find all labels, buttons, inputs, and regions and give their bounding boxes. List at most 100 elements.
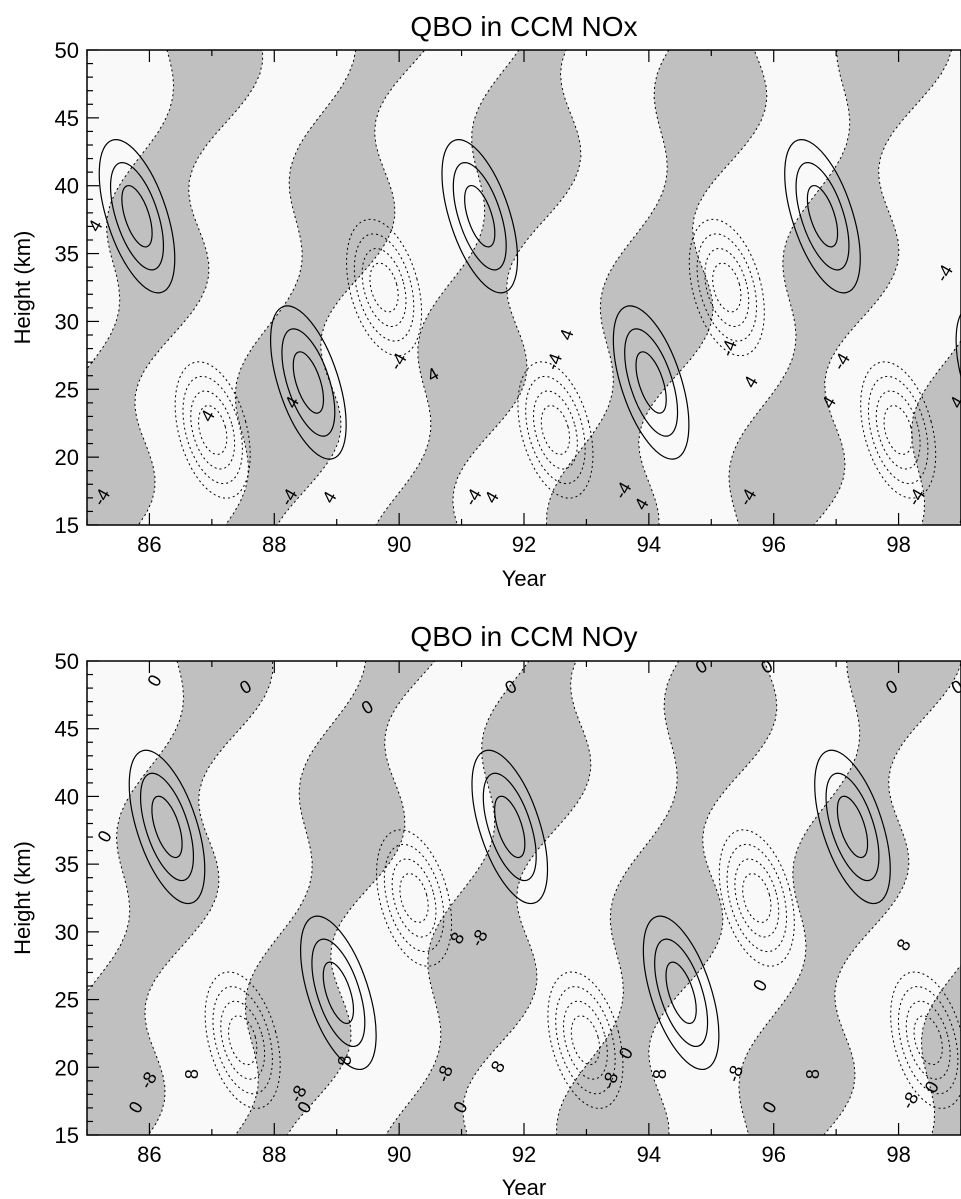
positive-contour	[642, 915, 720, 1071]
positive-contour	[635, 351, 667, 414]
negative-contour	[555, 986, 616, 1095]
negative-contour	[174, 361, 251, 499]
y-tick-label: 30	[55, 309, 79, 334]
y-tick-label: 45	[55, 717, 79, 742]
y-tick-label: 50	[55, 649, 79, 674]
x-tick-label: 86	[137, 1142, 161, 1167]
y-tick-label: 35	[55, 852, 79, 877]
positive-contour	[300, 915, 377, 1071]
positive-anomaly-band	[738, 661, 961, 1135]
positive-contour	[441, 139, 519, 294]
positive-contour	[281, 328, 336, 437]
positive-contour	[452, 161, 507, 271]
negative-contour	[533, 390, 578, 470]
negative-contour	[391, 858, 437, 938]
negative-contour	[897, 986, 959, 1095]
negative-contour	[204, 971, 281, 1109]
x-tick-label: 96	[761, 1142, 785, 1167]
negative-contour	[182, 375, 243, 485]
contour-label: -8	[723, 1063, 747, 1085]
nox-panel: 4 -4 4 -4 4 4 -4 4 -4 4 -4 4 -4 4 -4 4 -4 -4 4 -4 -4 4 86 88 90 9…	[10, 11, 961, 591]
y-tick-label: 30	[55, 920, 79, 945]
x-tick-label: 96	[761, 532, 785, 557]
negative-contour	[867, 375, 929, 485]
contour-label: 8	[182, 1069, 202, 1079]
y-tick-label: 20	[55, 445, 79, 470]
negative-contour	[704, 248, 750, 327]
negative-contour	[570, 1015, 601, 1066]
negative-contour	[369, 262, 399, 313]
x-tick-label: 90	[387, 1142, 411, 1167]
negative-contour	[540, 405, 571, 455]
x-axis-title: Year	[502, 566, 546, 591]
positive-contour	[784, 139, 861, 294]
x-tick-label: 90	[387, 532, 411, 557]
positive-contour	[471, 749, 549, 905]
positive-contour	[494, 795, 526, 859]
positive-contour	[836, 795, 869, 859]
y-tick-label: 40	[55, 174, 79, 199]
contour-label: 8	[803, 1069, 823, 1079]
y-axis-title: Height (km)	[10, 231, 35, 345]
positive-contour	[814, 749, 891, 905]
positive-contour	[151, 795, 183, 859]
y-axis-title: Height (km)	[10, 841, 35, 955]
negative-contour	[913, 1015, 943, 1066]
negative-contour	[190, 390, 236, 470]
x-tick-label: 92	[512, 1142, 536, 1167]
contour-label: 8	[335, 1056, 355, 1066]
positive-anomaly-band	[728, 50, 953, 525]
negative-contour	[688, 218, 765, 357]
x-tick-label: 94	[637, 532, 661, 557]
negative-contour	[212, 986, 273, 1095]
negative-contour	[198, 405, 228, 455]
positive-contour	[128, 749, 206, 905]
y-tick-label: 25	[55, 988, 79, 1013]
negative-contour	[346, 218, 423, 357]
y-tick-label: 40	[55, 784, 79, 809]
negative-contour	[220, 1000, 266, 1080]
y-tick-label: 15	[55, 1123, 79, 1148]
positive-contour	[121, 184, 153, 248]
y-tick-label: 45	[55, 106, 79, 131]
y-tick-label: 50	[55, 38, 79, 63]
contour-label: -8	[598, 1069, 622, 1091]
positive-anomaly-band	[545, 50, 768, 525]
negative-contour	[905, 1000, 951, 1080]
positive-anomaly-band	[385, 661, 592, 1135]
x-tick-label: 98	[886, 532, 910, 557]
positive-anomaly-band	[224, 50, 426, 525]
positive-contour	[139, 772, 195, 882]
negative-contour	[547, 971, 624, 1109]
positive-contour	[482, 772, 537, 882]
chart-title: QBO in CCM NOy	[410, 621, 637, 652]
positive-anomaly-band	[555, 661, 778, 1135]
negative-contour	[712, 262, 742, 313]
negative-contour	[376, 829, 453, 967]
contour-label: -4	[542, 351, 566, 373]
y-tick-label: 15	[55, 513, 79, 538]
y-tick-label: 35	[55, 242, 79, 267]
x-tick-label: 92	[512, 532, 536, 557]
positive-contour	[464, 184, 496, 248]
positive-anomaly-band	[87, 661, 274, 1135]
negative-contour	[525, 375, 586, 485]
contour-label: -8	[433, 1063, 457, 1085]
positive-anomaly-band	[375, 50, 582, 525]
negative-contour	[734, 858, 780, 938]
x-axis-title: Year	[502, 1175, 546, 1199]
positive-contour	[322, 961, 355, 1025]
positive-anomaly-band	[920, 964, 961, 1135]
negative-contour	[696, 233, 758, 342]
positive-contour	[311, 938, 366, 1048]
x-tick-label: 88	[262, 1142, 286, 1167]
negative-contour	[883, 405, 913, 455]
positive-anomaly-band	[910, 339, 961, 525]
x-tick-label: 88	[262, 532, 286, 557]
contour-label: 8	[650, 1069, 670, 1079]
positive-contour	[109, 161, 165, 271]
positive-anomaly-band	[234, 661, 436, 1135]
negative-contour	[718, 829, 795, 967]
negative-contour	[563, 1000, 608, 1080]
